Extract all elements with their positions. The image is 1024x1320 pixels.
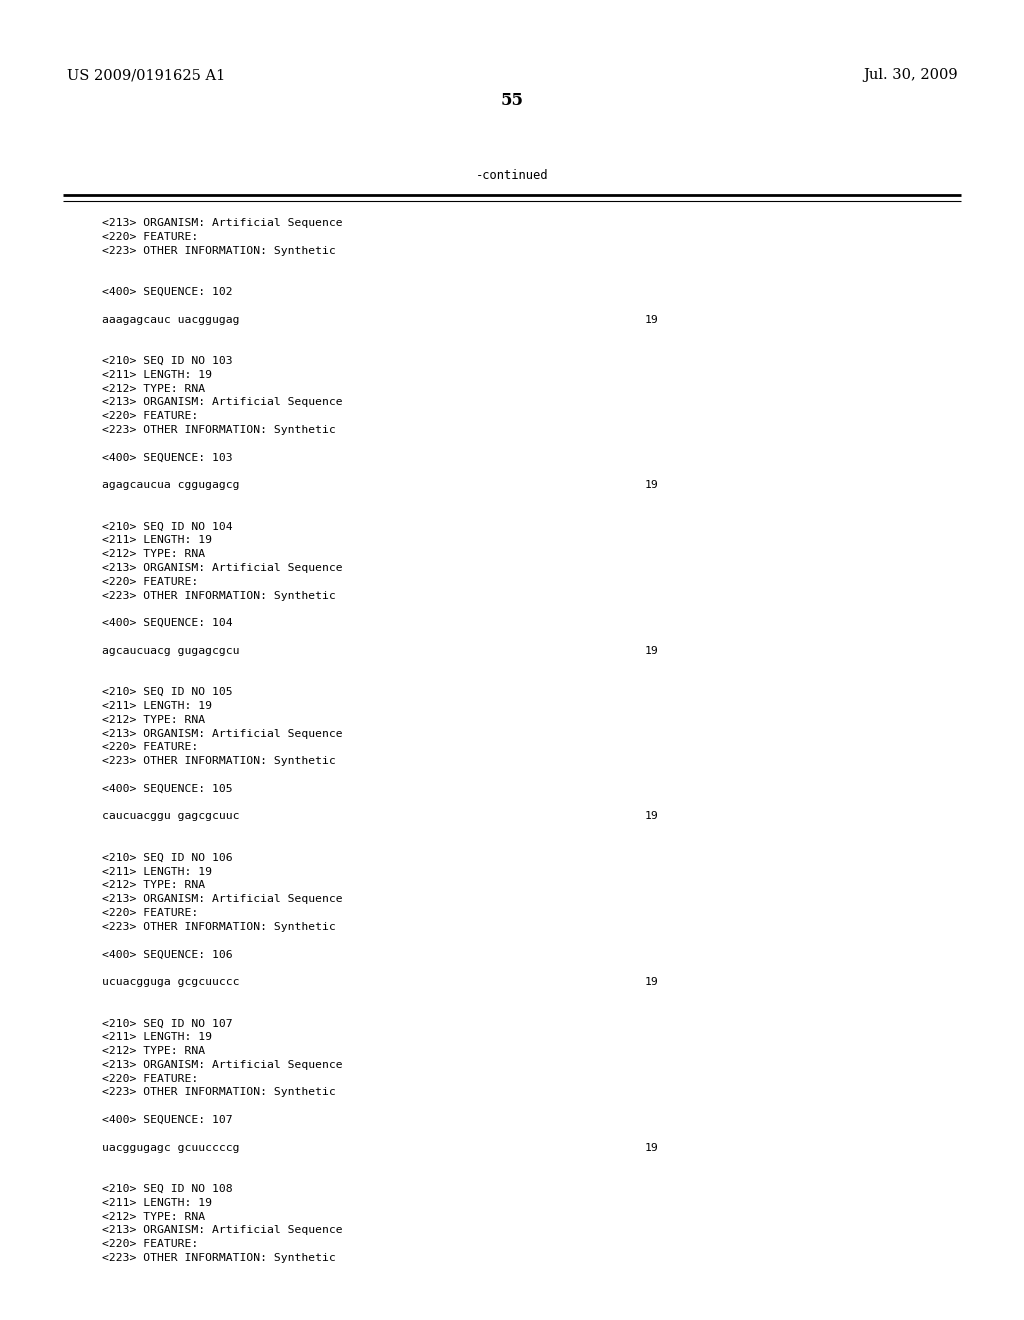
Text: <210> SEQ ID NO 104: <210> SEQ ID NO 104 xyxy=(102,521,233,532)
Text: <213> ORGANISM: Artificial Sequence: <213> ORGANISM: Artificial Sequence xyxy=(102,564,343,573)
Text: <213> ORGANISM: Artificial Sequence: <213> ORGANISM: Artificial Sequence xyxy=(102,729,343,739)
Text: agcaucuacg gugagcgcu: agcaucuacg gugagcgcu xyxy=(102,645,240,656)
Text: <400> SEQUENCE: 105: <400> SEQUENCE: 105 xyxy=(102,784,233,793)
Text: <212> TYPE: RNA: <212> TYPE: RNA xyxy=(102,1045,206,1056)
Text: <220> FEATURE:: <220> FEATURE: xyxy=(102,908,199,917)
Text: <211> LENGTH: 19: <211> LENGTH: 19 xyxy=(102,370,212,380)
Text: <210> SEQ ID NO 105: <210> SEQ ID NO 105 xyxy=(102,688,233,697)
Text: <220> FEATURE:: <220> FEATURE: xyxy=(102,232,199,242)
Text: <210> SEQ ID NO 107: <210> SEQ ID NO 107 xyxy=(102,1019,233,1028)
Text: <400> SEQUENCE: 103: <400> SEQUENCE: 103 xyxy=(102,453,233,462)
Text: <223> OTHER INFORMATION: Synthetic: <223> OTHER INFORMATION: Synthetic xyxy=(102,425,336,436)
Text: <223> OTHER INFORMATION: Synthetic: <223> OTHER INFORMATION: Synthetic xyxy=(102,1088,336,1097)
Text: <213> ORGANISM: Artificial Sequence: <213> ORGANISM: Artificial Sequence xyxy=(102,1060,343,1069)
Text: <213> ORGANISM: Artificial Sequence: <213> ORGANISM: Artificial Sequence xyxy=(102,894,343,904)
Text: <212> TYPE: RNA: <212> TYPE: RNA xyxy=(102,1212,206,1221)
Text: <212> TYPE: RNA: <212> TYPE: RNA xyxy=(102,549,206,560)
Text: 19: 19 xyxy=(645,480,658,490)
Text: 19: 19 xyxy=(645,1143,658,1152)
Text: <210> SEQ ID NO 106: <210> SEQ ID NO 106 xyxy=(102,853,233,863)
Text: <211> LENGTH: 19: <211> LENGTH: 19 xyxy=(102,536,212,545)
Text: <213> ORGANISM: Artificial Sequence: <213> ORGANISM: Artificial Sequence xyxy=(102,218,343,228)
Text: ucuacgguga gcgcuuccc: ucuacgguga gcgcuuccc xyxy=(102,977,240,987)
Text: <400> SEQUENCE: 107: <400> SEQUENCE: 107 xyxy=(102,1115,233,1125)
Text: 19: 19 xyxy=(645,812,658,821)
Text: <213> ORGANISM: Artificial Sequence: <213> ORGANISM: Artificial Sequence xyxy=(102,397,343,408)
Text: <400> SEQUENCE: 106: <400> SEQUENCE: 106 xyxy=(102,949,233,960)
Text: <211> LENGTH: 19: <211> LENGTH: 19 xyxy=(102,1032,212,1043)
Text: aaagagcauc uacggugag: aaagagcauc uacggugag xyxy=(102,314,240,325)
Text: 55: 55 xyxy=(501,92,523,108)
Text: <211> LENGTH: 19: <211> LENGTH: 19 xyxy=(102,867,212,876)
Text: <400> SEQUENCE: 102: <400> SEQUENCE: 102 xyxy=(102,286,233,297)
Text: <220> FEATURE:: <220> FEATURE: xyxy=(102,1073,199,1084)
Text: US 2009/0191625 A1: US 2009/0191625 A1 xyxy=(67,69,225,82)
Text: <220> FEATURE:: <220> FEATURE: xyxy=(102,1239,199,1249)
Text: <210> SEQ ID NO 103: <210> SEQ ID NO 103 xyxy=(102,356,233,366)
Text: agagcaucua cggugagcg: agagcaucua cggugagcg xyxy=(102,480,240,490)
Text: <220> FEATURE:: <220> FEATURE: xyxy=(102,742,199,752)
Text: <223> OTHER INFORMATION: Synthetic: <223> OTHER INFORMATION: Synthetic xyxy=(102,756,336,766)
Text: <400> SEQUENCE: 104: <400> SEQUENCE: 104 xyxy=(102,618,233,628)
Text: <211> LENGTH: 19: <211> LENGTH: 19 xyxy=(102,701,212,711)
Text: <211> LENGTH: 19: <211> LENGTH: 19 xyxy=(102,1197,212,1208)
Text: caucuacggu gagcgcuuc: caucuacggu gagcgcuuc xyxy=(102,812,240,821)
Text: -continued: -continued xyxy=(476,169,548,182)
Text: <212> TYPE: RNA: <212> TYPE: RNA xyxy=(102,880,206,891)
Text: 19: 19 xyxy=(645,977,658,987)
Text: <223> OTHER INFORMATION: Synthetic: <223> OTHER INFORMATION: Synthetic xyxy=(102,246,336,256)
Text: <212> TYPE: RNA: <212> TYPE: RNA xyxy=(102,384,206,393)
Text: <220> FEATURE:: <220> FEATURE: xyxy=(102,577,199,587)
Text: <223> OTHER INFORMATION: Synthetic: <223> OTHER INFORMATION: Synthetic xyxy=(102,1253,336,1263)
Text: Jul. 30, 2009: Jul. 30, 2009 xyxy=(863,69,957,82)
Text: uacggugagc gcuuccccg: uacggugagc gcuuccccg xyxy=(102,1143,240,1152)
Text: <223> OTHER INFORMATION: Synthetic: <223> OTHER INFORMATION: Synthetic xyxy=(102,590,336,601)
Text: <212> TYPE: RNA: <212> TYPE: RNA xyxy=(102,715,206,725)
Text: 19: 19 xyxy=(645,645,658,656)
Text: 19: 19 xyxy=(645,314,658,325)
Text: <220> FEATURE:: <220> FEATURE: xyxy=(102,412,199,421)
Text: <223> OTHER INFORMATION: Synthetic: <223> OTHER INFORMATION: Synthetic xyxy=(102,921,336,932)
Text: <210> SEQ ID NO 108: <210> SEQ ID NO 108 xyxy=(102,1184,233,1195)
Text: <213> ORGANISM: Artificial Sequence: <213> ORGANISM: Artificial Sequence xyxy=(102,1225,343,1236)
